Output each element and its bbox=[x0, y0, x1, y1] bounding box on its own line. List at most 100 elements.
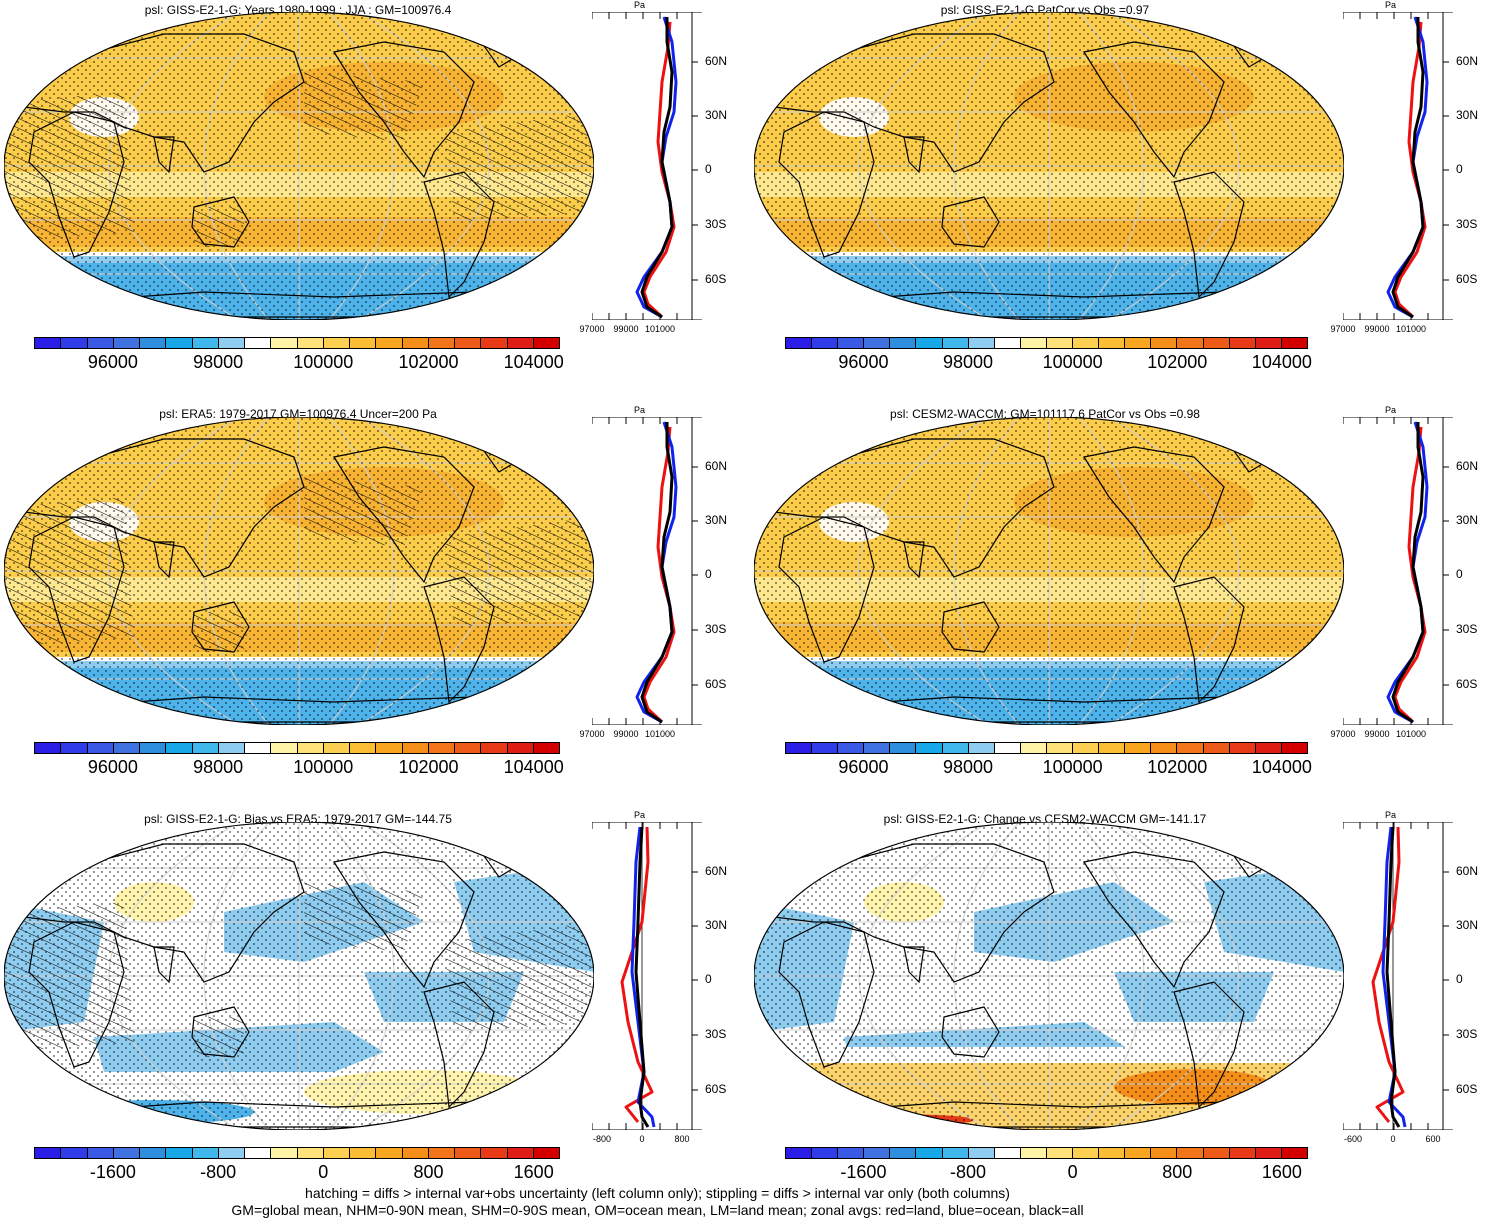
colorbar-tick-label: 104000 bbox=[1251, 352, 1312, 372]
colorbar-swatch bbox=[533, 338, 559, 348]
colorbar-tick-label: 104000 bbox=[503, 757, 564, 777]
colorbar-swatch bbox=[192, 338, 219, 348]
colorbar-swatch bbox=[140, 1148, 167, 1158]
panel-title: psl: GISS-E2-1-G: Change vs CESM2-WACCM … bbox=[883, 812, 1207, 826]
colorbar-swatch bbox=[481, 743, 508, 753]
colorbar-swatch bbox=[968, 338, 995, 348]
colorbar-swatch bbox=[1281, 1148, 1307, 1158]
colorbar-swatch bbox=[1099, 743, 1126, 753]
colorbar-swatch bbox=[994, 1148, 1021, 1158]
zonal-x-tick-label: 101000 bbox=[644, 729, 676, 739]
colorbar-swatch bbox=[350, 743, 377, 753]
colorbar-swatch bbox=[1099, 338, 1126, 348]
colorbar-swatch bbox=[786, 1148, 813, 1158]
colorbar-tick-label: 104000 bbox=[1251, 757, 1312, 777]
colorbar-swatch bbox=[1203, 338, 1230, 348]
latitude-label: 60S bbox=[705, 272, 727, 286]
colorbar-swatch bbox=[245, 338, 272, 348]
colorbar-swatch bbox=[1281, 743, 1307, 753]
colorbar-swatch bbox=[218, 338, 245, 348]
zonal-x-tick-label: 101000 bbox=[644, 324, 676, 334]
colorbar-swatch bbox=[812, 743, 839, 753]
colorbar-swatch bbox=[942, 1148, 969, 1158]
colorbar-swatch bbox=[812, 338, 839, 348]
colorbar-swatch bbox=[113, 1148, 140, 1158]
colorbar-tick-label: 0 bbox=[1067, 1162, 1078, 1182]
colorbar-swatch bbox=[140, 743, 167, 753]
colorbar-swatch bbox=[61, 743, 88, 753]
panel-title: psl: GISS-E2-1-G: Bias vs ERA5: 1979-201… bbox=[144, 812, 452, 826]
colorbar-swatch bbox=[323, 743, 350, 753]
colorbar-swatch bbox=[402, 743, 429, 753]
zonal-average-plot bbox=[1342, 821, 1453, 1135]
colorbar-swatch bbox=[786, 338, 813, 348]
colorbar-swatch bbox=[428, 743, 455, 753]
colorbar-swatch bbox=[1177, 338, 1204, 348]
colorbar-swatch bbox=[1020, 338, 1047, 348]
colorbar-tick-label: 104000 bbox=[503, 352, 564, 372]
zonal-x-tick-label: 97000 bbox=[579, 324, 605, 334]
colorbar-tick-label: 98000 bbox=[943, 757, 994, 777]
colorbar-swatch bbox=[1177, 743, 1204, 753]
zonal-x-tick-label: 600 bbox=[1425, 1134, 1441, 1144]
latitude-label: 60S bbox=[705, 677, 727, 691]
colorbar-swatch bbox=[1203, 743, 1230, 753]
zonal-units-label: Pa bbox=[1385, 810, 1397, 820]
robinson-map bbox=[753, 11, 1345, 325]
colorbar-swatch bbox=[323, 338, 350, 348]
latitude-label: 60S bbox=[705, 1082, 727, 1096]
zonal-x-tick-label: 101000 bbox=[1395, 324, 1427, 334]
colorbar-swatch bbox=[350, 1148, 377, 1158]
latitude-label: 0 bbox=[1456, 567, 1463, 581]
colorbar-swatch bbox=[245, 743, 272, 753]
zonal-x-tick-label: 97000 bbox=[1330, 324, 1356, 334]
colorbar-swatch bbox=[864, 1148, 891, 1158]
map-field bbox=[754, 12, 1344, 320]
colorbar-tick-label: 100000 bbox=[293, 757, 354, 777]
colorbar-swatch bbox=[376, 1148, 403, 1158]
colorbar-swatch bbox=[402, 338, 429, 348]
colorbar-swatch bbox=[1073, 743, 1100, 753]
colorbar-swatch bbox=[113, 743, 140, 753]
colorbar-swatch bbox=[35, 743, 62, 753]
latitude-label: 60S bbox=[1456, 1082, 1478, 1096]
colorbar-swatch bbox=[942, 338, 969, 348]
colorbar-swatch bbox=[192, 1148, 219, 1158]
colorbar-swatch bbox=[455, 743, 482, 753]
latitude-label: 0 bbox=[705, 162, 712, 176]
colorbar-abs-1 bbox=[34, 337, 560, 349]
latitude-label: 30N bbox=[705, 108, 728, 122]
latitude-label: 60N bbox=[1456, 864, 1479, 878]
colorbar-tick-label: -1600 bbox=[89, 1162, 136, 1182]
colorbar-swatch bbox=[35, 338, 62, 348]
colorbar-swatch bbox=[1073, 338, 1100, 348]
latitude-label: 30S bbox=[705, 217, 727, 231]
latitude-label: 30N bbox=[705, 918, 728, 932]
colorbar-swatch bbox=[994, 338, 1021, 348]
colorbar-tick-label: 800 bbox=[413, 1162, 444, 1182]
latitude-label: 0 bbox=[705, 567, 712, 581]
colorbar-swatch bbox=[1229, 743, 1256, 753]
colorbar-tick-label: 98000 bbox=[193, 352, 244, 372]
colorbar-swatch bbox=[1255, 338, 1282, 348]
latitude-label: 30N bbox=[1456, 108, 1479, 122]
colorbar-swatch bbox=[376, 338, 403, 348]
colorbar-swatch bbox=[864, 338, 891, 348]
colorbar-swatch bbox=[455, 338, 482, 348]
colorbar-swatch bbox=[1046, 743, 1074, 753]
colorbar-swatch bbox=[61, 1148, 88, 1158]
colorbar-swatch bbox=[1281, 338, 1307, 348]
colorbar-swatch bbox=[271, 1148, 298, 1158]
map-field bbox=[4, 12, 594, 320]
robinson-map bbox=[3, 11, 595, 325]
zonal-x-tick-label: 99000 bbox=[1364, 729, 1390, 739]
colorbar-swatch bbox=[402, 1148, 429, 1158]
latitude-label: 60S bbox=[1456, 272, 1478, 286]
colorbar-swatch bbox=[350, 338, 377, 348]
colorbar-swatch bbox=[1046, 338, 1074, 348]
panel-title: psl: ERA5: 1979-2017 GM=100976.4 Uncer=2… bbox=[159, 407, 437, 421]
colorbar-swatch bbox=[428, 338, 455, 348]
colorbar-swatch bbox=[890, 1148, 917, 1158]
colorbar-tick-label: 1600 bbox=[1261, 1162, 1302, 1182]
colorbar-swatch bbox=[1073, 1148, 1100, 1158]
